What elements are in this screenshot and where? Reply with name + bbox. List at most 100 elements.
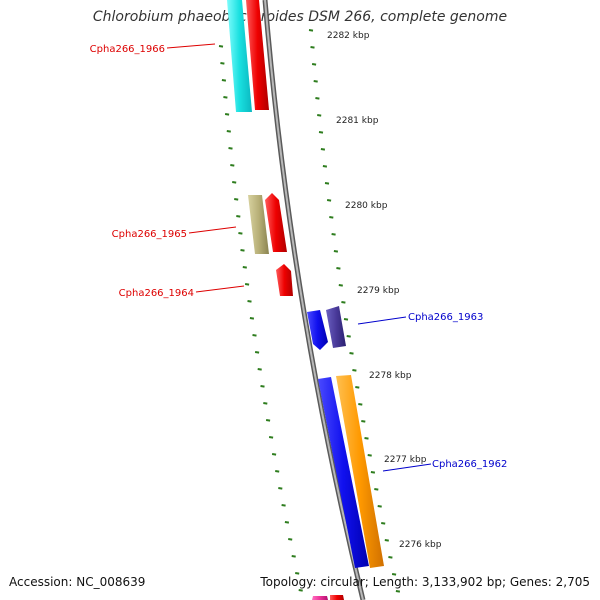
inner-tick-ladder xyxy=(218,45,303,592)
tick-mark xyxy=(384,539,389,542)
label-leader-lines xyxy=(166,43,432,472)
tick-mark xyxy=(313,80,318,83)
scale-label: 2279 kbp xyxy=(357,286,400,296)
gene-label-cpha266-1963[interactable]: Cpha266_1963 xyxy=(408,312,483,323)
tick-mark xyxy=(315,97,320,100)
gene-label-cpha266-1966[interactable]: Cpha266_1966 xyxy=(90,44,165,55)
tick-mark xyxy=(355,386,360,389)
tick-mark xyxy=(249,317,255,320)
tick-mark xyxy=(242,266,247,269)
tick-mark xyxy=(234,198,239,201)
tick-mark xyxy=(263,402,268,405)
magenta-gene-feature-bottom[interactable] xyxy=(312,596,328,600)
tick-mark xyxy=(320,148,326,151)
red-gene-feature-1965[interactable] xyxy=(265,193,287,252)
tick-mark xyxy=(281,504,286,507)
blue-gene-feature-1962[interactable] xyxy=(318,377,369,568)
tick-mark xyxy=(230,164,235,167)
tick-mark xyxy=(338,284,343,287)
tick-mark xyxy=(298,589,303,592)
tick-mark xyxy=(329,216,334,219)
gene-label-cpha266-1965[interactable]: Cpha266_1965 xyxy=(112,229,187,240)
tick-mark xyxy=(377,505,382,508)
tick-mark xyxy=(223,96,228,99)
leader-line-1964 xyxy=(195,285,245,293)
map-title: Chlorobium phaeobacteroides DSM 266, com… xyxy=(92,9,508,25)
genome-summary-text: Topology: circular; Length: 3,133,902 bp… xyxy=(260,575,590,589)
gene-label-cpha266-1964[interactable]: Cpha266_1964 xyxy=(119,288,194,299)
tick-mark xyxy=(395,590,401,593)
accession-text: Accession: NC_008639 xyxy=(9,575,146,589)
tick-mark xyxy=(361,420,366,423)
tick-mark xyxy=(295,572,300,575)
scale-labels: 2282 kbp 2281 kbp 2280 kbp 2279 kbp 2278… xyxy=(327,31,442,550)
gene-labels: Cpha266_1966 Cpha266_1965 Cpha266_1964 C… xyxy=(90,44,508,470)
tick-mark xyxy=(388,556,393,559)
scale-label: 2276 kbp xyxy=(399,540,442,550)
tick-mark xyxy=(278,487,283,490)
outer-tick-ladder xyxy=(308,29,401,593)
tick-mark xyxy=(268,436,274,439)
tick-mark xyxy=(367,454,372,457)
leader-line-1963 xyxy=(357,316,407,325)
gene-features xyxy=(227,0,384,600)
tick-mark xyxy=(238,232,243,235)
scale-label: 2282 kbp xyxy=(327,31,370,41)
purple-gene-feature-1963[interactable] xyxy=(326,306,346,348)
tick-mark xyxy=(244,283,250,286)
tick-mark xyxy=(220,62,225,65)
tick-mark xyxy=(291,555,296,558)
tick-mark xyxy=(324,182,330,185)
tick-mark xyxy=(271,453,277,456)
scale-label: 2280 kbp xyxy=(345,201,388,211)
red-gene-feature-bottom[interactable] xyxy=(330,595,344,600)
red-gene-feature-1964[interactable] xyxy=(276,264,293,296)
leader-line-1965 xyxy=(188,226,237,234)
tick-mark xyxy=(275,470,280,473)
tick-mark xyxy=(341,301,346,304)
tick-mark xyxy=(349,352,354,355)
tick-mark xyxy=(228,147,233,150)
blue-gene-feature-1963[interactable] xyxy=(307,310,328,350)
tick-mark xyxy=(322,165,328,168)
tick-mark xyxy=(343,318,349,321)
tick-mark xyxy=(336,267,341,270)
tick-mark xyxy=(260,385,265,388)
tick-mark xyxy=(226,130,231,133)
scale-label: 2281 kbp xyxy=(336,116,379,126)
genome-backbone-highlight xyxy=(264,0,364,600)
scale-label: 2277 kbp xyxy=(384,455,427,465)
tick-mark xyxy=(310,46,315,49)
tick-mark xyxy=(352,369,357,372)
tick-mark xyxy=(257,368,262,371)
tick-mark xyxy=(224,113,230,116)
tan-gene-feature[interactable] xyxy=(248,195,269,254)
tick-mark xyxy=(333,250,339,253)
tick-mark xyxy=(318,131,324,134)
leader-line-1966 xyxy=(166,43,216,49)
tick-mark xyxy=(346,335,351,338)
tick-mark xyxy=(370,471,376,474)
tick-mark xyxy=(252,334,257,337)
tick-mark xyxy=(221,79,227,82)
tick-mark xyxy=(236,215,241,218)
tick-mark xyxy=(247,300,252,303)
cyan-gene-feature[interactable] xyxy=(227,0,252,112)
tick-mark xyxy=(284,521,290,524)
tick-mark xyxy=(232,181,237,184)
scale-label: 2278 kbp xyxy=(369,371,412,381)
gene-label-cpha266-1962[interactable]: Cpha266_1962 xyxy=(432,459,507,470)
tick-mark xyxy=(317,114,322,117)
tick-mark xyxy=(254,351,260,354)
tick-mark xyxy=(326,199,332,202)
tick-mark xyxy=(358,403,363,406)
tick-mark xyxy=(331,233,336,236)
tick-mark xyxy=(391,573,397,576)
tick-mark xyxy=(364,437,369,440)
orange-gene-feature-1962[interactable] xyxy=(336,375,384,568)
red-gene-feature-top[interactable] xyxy=(246,0,269,110)
tick-mark xyxy=(311,63,317,66)
tick-mark xyxy=(240,249,245,252)
tick-mark xyxy=(265,419,271,422)
